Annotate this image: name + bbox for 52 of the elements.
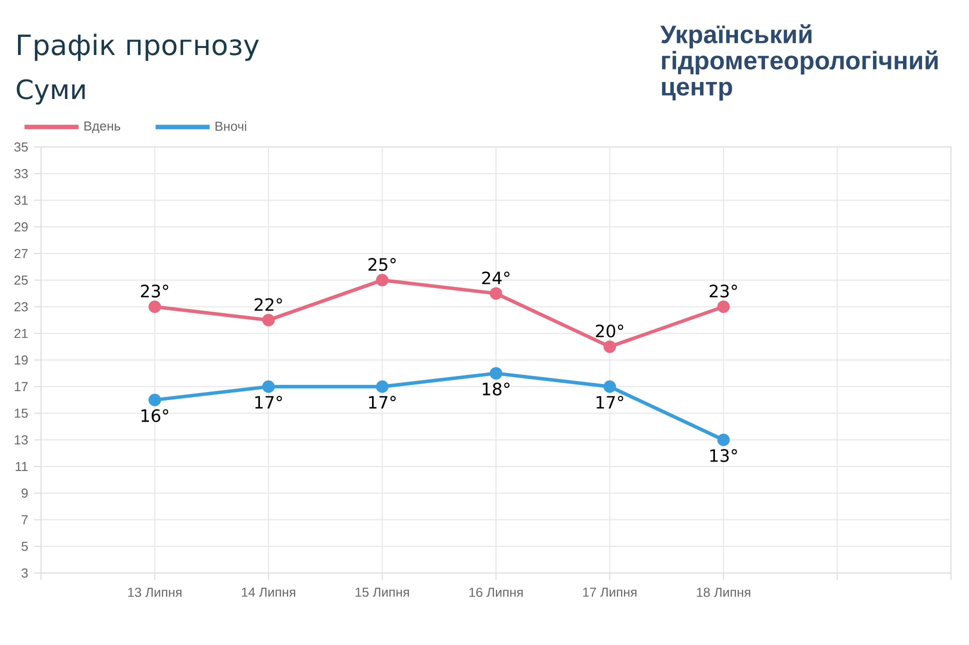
y-tick-label: 19	[14, 355, 28, 365]
data-label: 22°	[254, 298, 282, 311]
data-label: 24°	[482, 272, 510, 284]
y-tick-label: 3	[22, 568, 28, 578]
data-label: 17°	[369, 396, 396, 409]
data-label: 23°	[710, 284, 737, 298]
point	[376, 274, 389, 286]
point	[490, 287, 502, 300]
point	[604, 380, 616, 393]
y-tick-label: 27	[14, 248, 28, 258]
point	[262, 314, 275, 326]
text: Український гідрометеорологічний центр	[660, 24, 938, 101]
y-tick-label: 21	[14, 328, 28, 338]
y-tick-label: 33	[14, 169, 28, 178]
point	[717, 300, 730, 314]
data-label: 17°	[255, 396, 282, 409]
point	[148, 394, 162, 406]
y-tick-label: 25	[14, 276, 28, 285]
y-tick-label: 35	[14, 142, 28, 152]
y-tick-label: 17	[14, 382, 28, 392]
data-label: 20°	[596, 324, 624, 338]
y-tick-label: 7	[22, 515, 28, 524]
y-tick-label: 23	[14, 302, 28, 312]
chart-title: Графік прогнозу	[18, 34, 259, 61]
data-label: 23°	[140, 284, 168, 298]
chart-subtitle: Суми	[16, 79, 85, 105]
x-tick-label: 16 Липня	[469, 588, 523, 597]
data-label: 25°	[368, 258, 396, 271]
data-label: 18°	[482, 382, 510, 396]
y-tick-label: 31	[14, 196, 28, 205]
x-tick-label: 14 Липня	[242, 588, 296, 597]
y-tick-label: 11	[16, 462, 28, 471]
y-tick-label: 29	[14, 222, 28, 232]
x-tick-label: 13 Липня	[128, 588, 182, 597]
y-tick-label: 5	[22, 542, 28, 551]
point	[604, 340, 616, 353]
legend-label: Вночі	[216, 121, 246, 131]
point	[490, 367, 502, 380]
data-label: 13°	[710, 449, 737, 462]
x-tick-label: 15 Липня	[356, 588, 409, 597]
y-tick-label: 15	[14, 408, 28, 418]
y-tick-label: 13	[14, 435, 28, 444]
x-tick-label: 17 Липня	[583, 588, 636, 597]
point	[376, 380, 389, 393]
legend-label: Вдень	[84, 122, 120, 134]
point	[148, 300, 162, 314]
x-tick-label: 18 Липня	[696, 588, 750, 597]
point	[262, 380, 275, 393]
data-label: 16°	[142, 409, 168, 422]
data-label: 17°	[596, 396, 624, 409]
point	[717, 434, 730, 446]
y-tick-label: 9	[22, 488, 28, 498]
